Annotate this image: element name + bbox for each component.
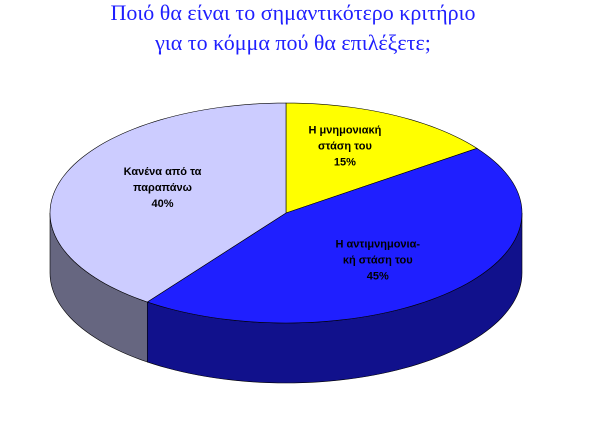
- slice-label: στάση του: [318, 140, 372, 152]
- slice: [49, 102, 287, 303]
- slice-label: Η μνημονιακή: [309, 124, 382, 136]
- slice: [146, 148, 523, 324]
- value-label: 40%: [152, 198, 174, 210]
- slice-label: Κανένα από τα: [124, 166, 202, 178]
- slice-label: κή στάση του: [343, 255, 413, 267]
- chart-title: για το κόμμα πού θα επιλέξετε;: [154, 30, 431, 55]
- slice-label: παραπάνω: [133, 182, 192, 194]
- value-label: 45%: [367, 271, 389, 283]
- slice: [285, 102, 478, 214]
- slice-label: Η αντιμνημονια-: [336, 239, 421, 251]
- chart-title: Ποιό θα είναι το σημαντικότερο κριτήριο: [110, 0, 475, 25]
- value-label: 15%: [334, 156, 356, 168]
